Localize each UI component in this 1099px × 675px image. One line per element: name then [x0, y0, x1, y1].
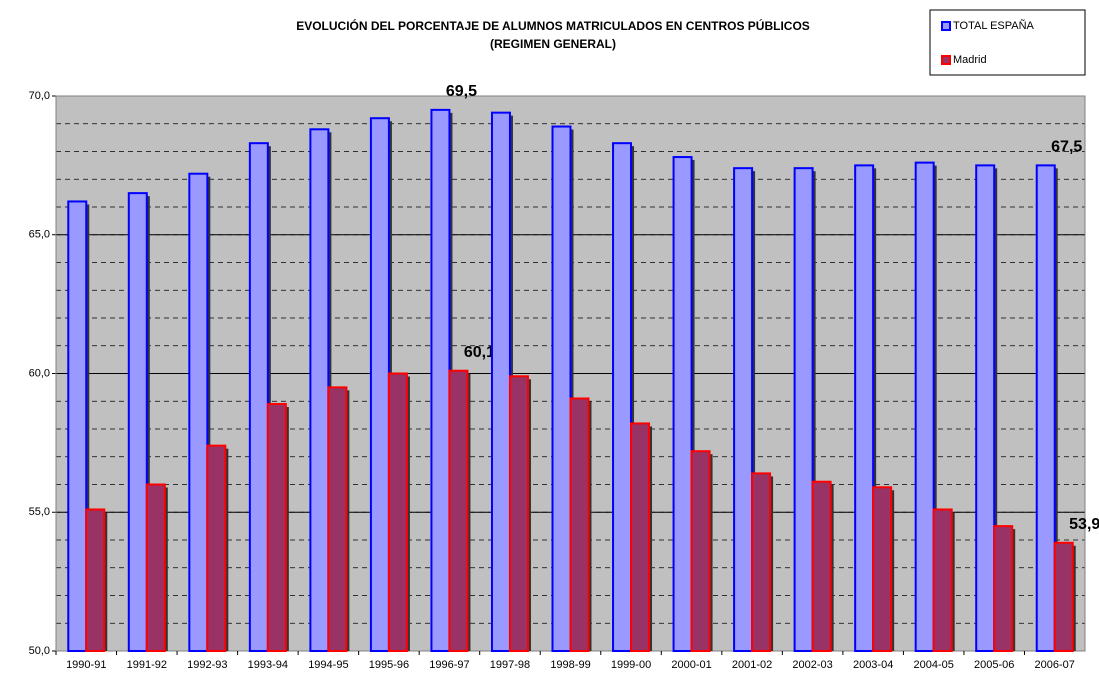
y-tick-label: 65,0	[29, 229, 50, 241]
bar-side	[891, 490, 895, 651]
x-tick-label: 1996-97	[429, 659, 469, 671]
bar-side	[933, 165, 937, 651]
bar	[490, 111, 511, 652]
bar	[551, 125, 572, 652]
chart-title: EVOLUCIÓN DEL PORCENTAJE DE ALUMNOS MATR…	[296, 18, 810, 33]
x-tick-label: 2003-04	[853, 659, 893, 671]
bar	[672, 156, 693, 653]
bar	[127, 192, 148, 652]
bar-side	[406, 376, 410, 651]
bar	[733, 167, 754, 652]
bar-side	[104, 512, 108, 651]
bar-side	[267, 146, 271, 652]
bar	[569, 397, 590, 652]
bar-side	[752, 171, 756, 651]
legend-swatch	[941, 21, 951, 31]
x-tick-label: 1997-98	[490, 659, 530, 671]
bar	[145, 483, 166, 652]
bar	[369, 117, 390, 652]
bar	[508, 375, 529, 652]
bar-side	[527, 379, 531, 651]
value-label: 67,5	[1051, 139, 1082, 156]
x-tick-label: 1994-95	[308, 659, 348, 671]
legend-label: TOTAL ESPAÑA	[953, 19, 1035, 32]
bar	[67, 200, 88, 652]
bar	[448, 369, 469, 652]
bar	[612, 142, 633, 653]
bar-side	[951, 512, 955, 651]
bar-side	[570, 129, 574, 651]
bar-side	[631, 146, 635, 652]
bar	[993, 525, 1014, 652]
bar	[630, 422, 651, 653]
bar	[387, 372, 408, 652]
bar-side	[1012, 529, 1016, 651]
value-label: 60,1	[464, 344, 495, 361]
bar-side	[207, 176, 211, 651]
bar	[266, 403, 287, 652]
bar-side	[285, 407, 289, 651]
bar-side	[588, 401, 592, 651]
x-tick-label: 2004-05	[913, 659, 953, 671]
legend-box	[929, 9, 1086, 76]
value-label: 69,5	[446, 83, 477, 100]
bar	[248, 142, 269, 653]
x-tick-label: 1995-96	[369, 659, 409, 671]
x-tick-label: 1999-00	[611, 659, 651, 671]
y-tick-label: 50,0	[29, 645, 50, 657]
bar-side	[225, 448, 229, 651]
bar	[430, 108, 451, 652]
bar	[751, 472, 772, 652]
bar	[932, 508, 953, 652]
x-tick-label: 1993-94	[248, 659, 288, 671]
bar	[206, 444, 227, 652]
bar	[188, 172, 209, 652]
bar-side	[146, 196, 150, 651]
x-tick-label: 1992-93	[187, 659, 227, 671]
bar	[327, 386, 348, 652]
x-tick-label: 1991-92	[127, 659, 167, 671]
bar-side	[1072, 545, 1076, 651]
y-tick-label: 55,0	[29, 506, 50, 518]
x-tick-label: 1990-91	[66, 659, 106, 671]
bar-side	[649, 426, 653, 651]
bar	[811, 480, 832, 652]
bar-side	[994, 168, 998, 651]
bar-side	[86, 204, 90, 651]
legend-label: Madrid	[953, 54, 987, 66]
chart-subtitle: (REGIMEN GENERAL)	[490, 37, 616, 51]
bar-side	[691, 160, 695, 652]
x-tick-label: 2000-01	[671, 659, 711, 671]
bar	[975, 164, 996, 652]
bar-side	[467, 373, 471, 651]
bar	[1035, 164, 1056, 652]
bar	[854, 164, 875, 652]
bar	[872, 486, 893, 652]
bar	[914, 161, 935, 652]
value-label: 53,9	[1069, 516, 1099, 533]
x-tick-label: 2002-03	[792, 659, 832, 671]
bar-side	[709, 454, 713, 651]
legend-swatch	[941, 55, 951, 65]
y-tick-label: 60,0	[29, 367, 50, 379]
bar-side	[770, 476, 774, 651]
x-tick-label: 2005-06	[974, 659, 1014, 671]
bar	[85, 508, 106, 652]
bar	[309, 128, 330, 653]
bar-side	[164, 487, 168, 651]
x-tick-label: 2001-02	[732, 659, 772, 671]
bar-side	[346, 390, 350, 651]
y-tick-label: 70,0	[29, 90, 50, 102]
bar	[793, 167, 814, 652]
bar-side	[812, 171, 816, 651]
bar	[1053, 541, 1074, 653]
bar-side	[873, 168, 877, 651]
x-tick-label: 1998-99	[550, 659, 590, 671]
bar	[690, 450, 711, 653]
bar-side	[830, 484, 834, 651]
x-tick-label: 2006-07	[1035, 659, 1075, 671]
bar-side	[1054, 168, 1058, 651]
